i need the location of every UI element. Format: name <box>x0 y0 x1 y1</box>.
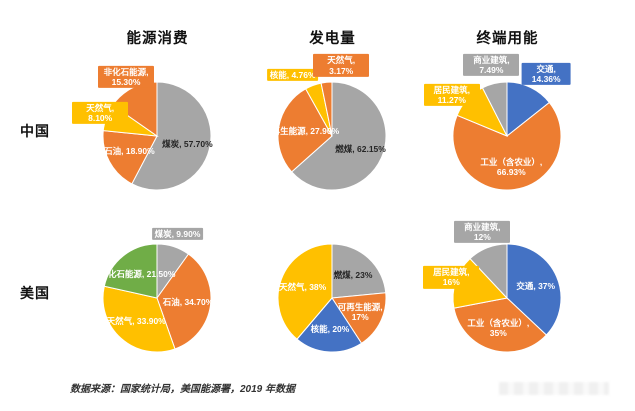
pie-china-power-generation: 燃煤, 62.15% 可再生能源, 27.90% 核能, 4.76% 天然气, 3.1… <box>245 50 420 212</box>
data-source-note: 数据来源：国家统计局，美国能源署，2019 年数据 <box>70 384 296 395</box>
pie-slice-天然气 <box>277 243 333 340</box>
pie-slice-交通 <box>506 243 562 336</box>
pie-slice-天然气 <box>320 81 333 137</box>
pie-slice-核能 <box>296 297 363 353</box>
pie-china-end-use: 交通, 14.36% 工业（含农业）, 66.93% 居民建筑, 11.27% 商业建… <box>420 50 595 212</box>
pie-slice-燃煤 <box>331 243 387 299</box>
pie-slice-天然气 <box>102 285 176 353</box>
pie-china-energy-consumption: 煤炭, 57.70% 石油, 18.90% 天然气, 8.10% 非化石能源, 15.… <box>70 50 245 212</box>
pie-chart-svg <box>277 81 387 191</box>
pie-slice-煤炭 <box>131 81 212 191</box>
column-header-end-use: 终端用能 <box>476 31 539 47</box>
pie-chart-svg <box>452 81 562 191</box>
pie-usa-energy-consumption: 煤炭, 9.90% 石油, 34.70% 天然气, 33.90% 非化石能源, 21.… <box>70 212 245 374</box>
row-label-usa: 美国 <box>20 285 50 301</box>
pie-chart-svg <box>102 81 212 191</box>
pie-chart-svg <box>277 243 387 353</box>
pie-chart-svg <box>102 243 212 353</box>
usa-row: 美国 煤炭, 9.90% 石油, 34.70% 天然气, 33.90% 非化石能源, … <box>0 212 635 374</box>
pie-slice-商业建筑 <box>469 243 508 300</box>
pie-slice-工业（含农业） <box>453 297 548 353</box>
pie-usa-end-use: 交通, 37% 工业（含农业）, 35% 居民建筑, 16% 商业建筑, 12% <box>420 212 595 374</box>
pie-usa-power-generation: 燃煤, 23% 可再生能源, 17% 核能, 20% 天然气, 38% <box>245 212 420 374</box>
pie-slice-石油 <box>156 253 212 350</box>
pie-chart-svg <box>452 243 562 353</box>
row-label-china: 中国 <box>20 123 50 139</box>
pie-slice-非化石能源 <box>103 243 158 299</box>
pie-slice-石油 <box>102 130 158 185</box>
pie-slice-可再生能源 <box>277 88 333 173</box>
pie-slice-燃煤 <box>290 81 387 191</box>
pie-slice-商业建筑 <box>481 81 508 137</box>
column-header-power-generation: 发电量 <box>309 31 356 47</box>
pie-slice-可再生能源 <box>331 292 387 344</box>
column-header-energy-consumption: 能源消费 <box>126 31 189 47</box>
watermark <box>499 382 609 395</box>
column-headers: 能源消费 发电量 终端用能 <box>0 0 635 50</box>
pie-slice-工业（含农业） <box>452 101 562 191</box>
china-row: 中国 煤炭, 57.70% 石油, 18.90% 天然气, 8.10% 非化石能源, … <box>0 50 635 212</box>
